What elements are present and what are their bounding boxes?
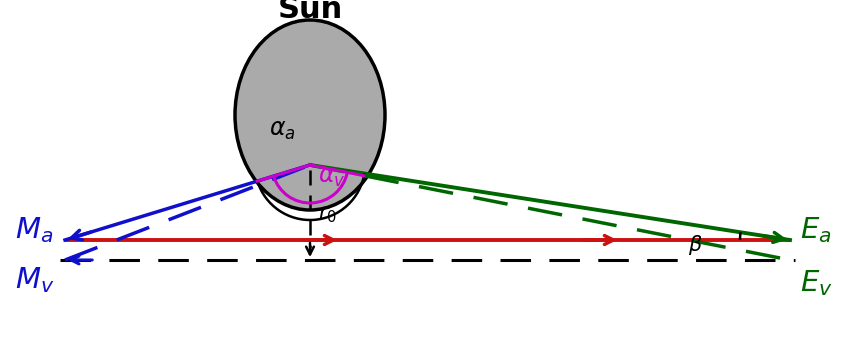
Text: $\beta$: $\beta$ xyxy=(688,233,702,257)
Ellipse shape xyxy=(235,20,385,210)
Text: Sun: Sun xyxy=(277,0,343,24)
Text: $M_a$: $M_a$ xyxy=(15,215,54,245)
Text: $E_a$: $E_a$ xyxy=(800,215,831,245)
Text: $\alpha_a$: $\alpha_a$ xyxy=(269,118,295,142)
Text: $E_v$: $E_v$ xyxy=(800,268,833,298)
Text: $|$: $|$ xyxy=(848,267,850,299)
Text: $M_v$: $M_v$ xyxy=(15,265,54,295)
Text: $r_0$: $r_0$ xyxy=(318,205,337,225)
Text: $\alpha_v$: $\alpha_v$ xyxy=(318,165,346,189)
